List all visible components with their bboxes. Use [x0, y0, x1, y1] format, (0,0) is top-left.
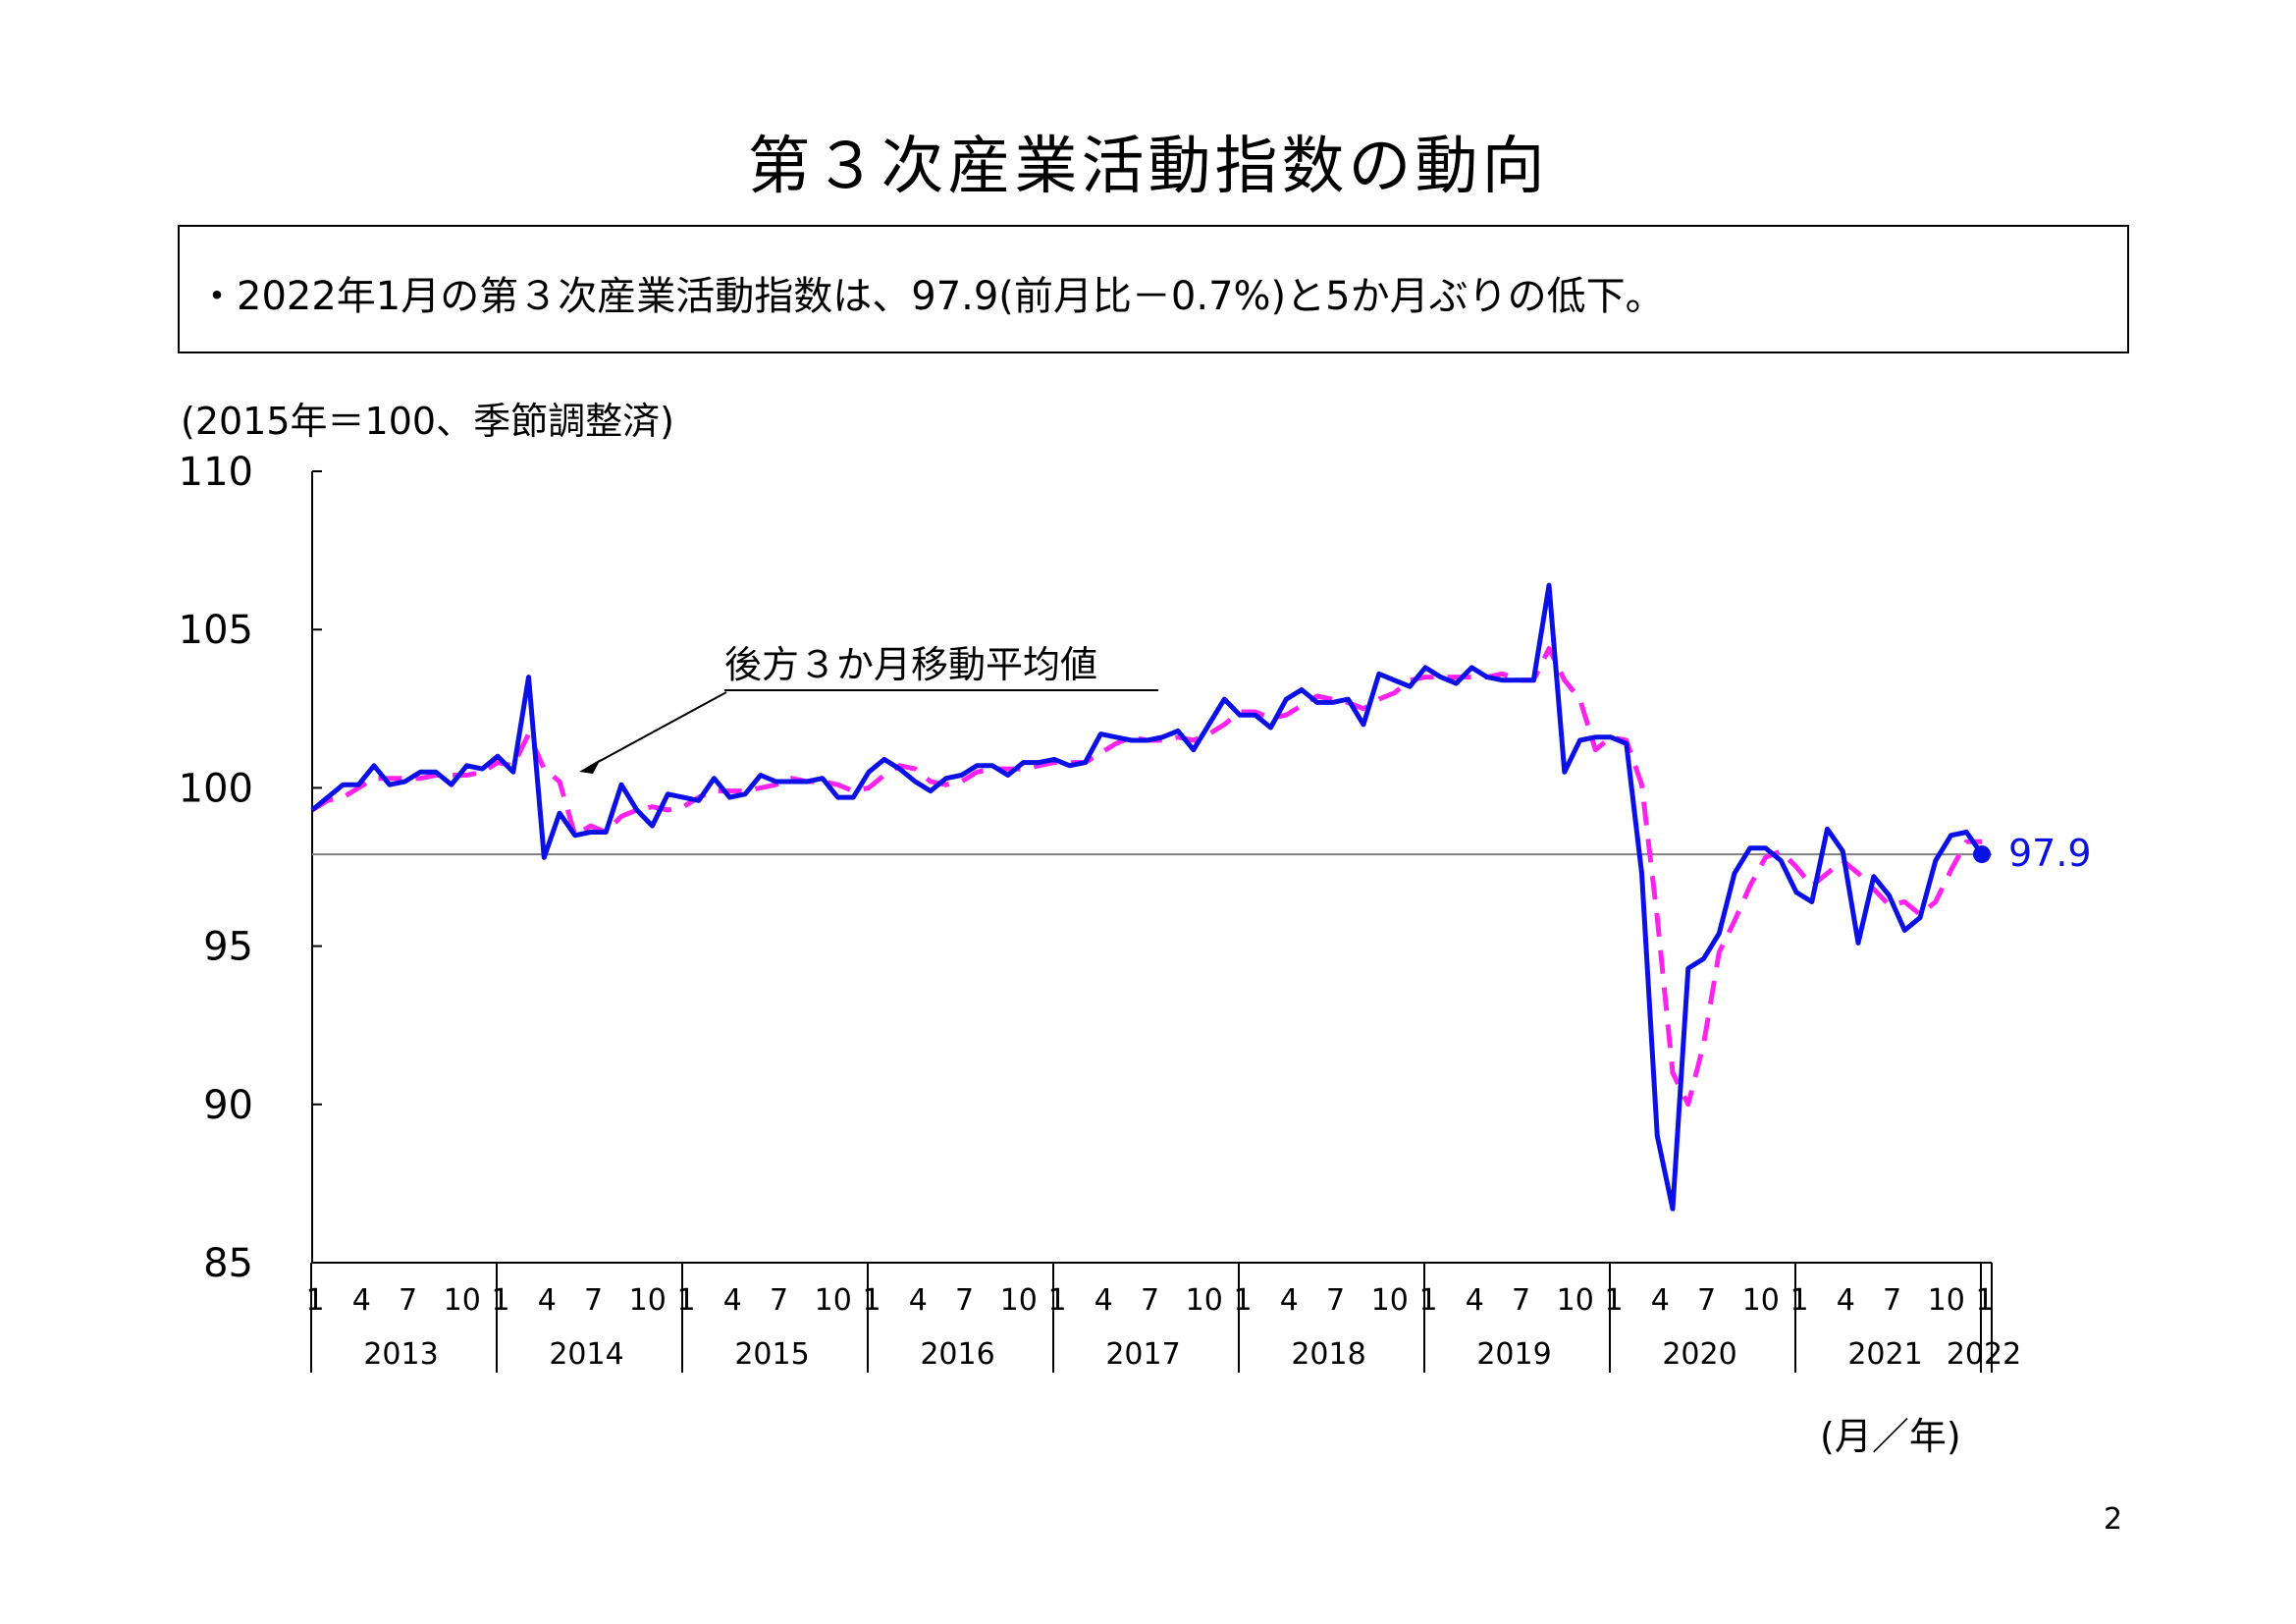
x-tick-label: 4 [1466, 1283, 1484, 1318]
last-point-marker [1973, 845, 1991, 864]
y-tick-label: 95 [203, 925, 253, 970]
x-year-label: 2021 [1847, 1337, 1922, 1372]
x-tick-label: 1 [305, 1283, 324, 1318]
x-tick-label: 4 [1095, 1283, 1113, 1318]
x-year-label: 2019 [1476, 1337, 1551, 1372]
y-tick-label: 90 [203, 1083, 253, 1128]
x-year-label: 2014 [549, 1337, 623, 1372]
y-unit-label: (2015年＝100、季節調整済) [181, 400, 674, 443]
x-year-label: 2015 [734, 1337, 809, 1372]
x-tick-label: 7 [399, 1283, 417, 1318]
x-tick-label: 4 [1280, 1283, 1299, 1318]
x-tick-label: 1 [1604, 1283, 1623, 1318]
x-year-label: 2020 [1662, 1337, 1736, 1372]
annotation-arrowhead [579, 759, 601, 774]
summary-box: ・2022年1月の第３次産業活動指数は、97.9(前月比－0.7%)と5か月ぶり… [178, 225, 2129, 353]
x-tick-label: 10 [1557, 1283, 1594, 1318]
y-tick-label: 105 [179, 608, 253, 653]
x-tick-label: 7 [1512, 1283, 1530, 1318]
x-tick-label: 10 [629, 1283, 667, 1318]
x-tick-label: 1 [1789, 1283, 1808, 1318]
summary-text: ・2022年1月の第３次産業活動指数は、97.9(前月比－0.7%)と5か月ぶり… [197, 274, 1665, 319]
x-tick-label: 7 [955, 1283, 974, 1318]
x-tick-label: 1 [1047, 1283, 1066, 1318]
y-tick-label: 100 [179, 766, 253, 811]
x-tick-label: 4 [909, 1283, 928, 1318]
x-tick-label: 4 [1651, 1283, 1670, 1318]
last-value-label: 97.9 [2008, 832, 2092, 875]
x-tick-label: 10 [815, 1283, 852, 1318]
x-tick-label: 1 [862, 1283, 881, 1318]
y-tick-label: 85 [203, 1241, 253, 1286]
x-tick-label: 4 [538, 1283, 557, 1318]
x-tick-label: 7 [1883, 1283, 1901, 1318]
x-tick-label: 7 [584, 1283, 603, 1318]
x-tick-label: 10 [1928, 1283, 1965, 1318]
y-tick-label: 110 [179, 450, 253, 495]
chart-labels: 後方３か月移動平均値 97.9 [579, 643, 2092, 875]
annotation-arrow-line [590, 691, 727, 767]
x-year-label: 2022 [1947, 1337, 2021, 1372]
x-tick-label: 7 [1326, 1283, 1345, 1318]
series-index-line [310, 582, 1985, 1212]
x-unit-label: (月／年) [1820, 1415, 1961, 1458]
page-number: 2 [2104, 1502, 2123, 1537]
x-year-label: 2018 [1291, 1337, 1365, 1372]
x-tick-label: 1 [1975, 1283, 1994, 1318]
x-tick-label: 7 [1697, 1283, 1716, 1318]
x-tick-label: 1 [676, 1283, 695, 1318]
x-tick-label: 10 [444, 1283, 481, 1318]
x-tick-label: 4 [723, 1283, 742, 1318]
series-group [310, 582, 1991, 1212]
x-tick-label: 1 [1233, 1283, 1252, 1318]
x-tick-label: 4 [352, 1283, 371, 1318]
x-year-label: 2016 [920, 1337, 994, 1372]
x-tick-label: 4 [1837, 1283, 1855, 1318]
x-tick-label: 7 [770, 1283, 788, 1318]
x-tick-label: 10 [1186, 1283, 1223, 1318]
x-tick-label: 10 [1000, 1283, 1038, 1318]
x-tick-label: 7 [1141, 1283, 1159, 1318]
x-tick-label: 10 [1371, 1283, 1409, 1318]
page-title: 第３次産業活動指数の動向 [747, 131, 1549, 203]
x-tick-label: 1 [1418, 1283, 1437, 1318]
x-year-label: 2017 [1105, 1337, 1180, 1372]
x-year-label: 2013 [363, 1337, 438, 1372]
x-tick-label: 10 [1742, 1283, 1780, 1318]
annotation-label: 後方３か月移動平均値 [724, 643, 1097, 686]
x-tick-label: 1 [491, 1283, 509, 1318]
